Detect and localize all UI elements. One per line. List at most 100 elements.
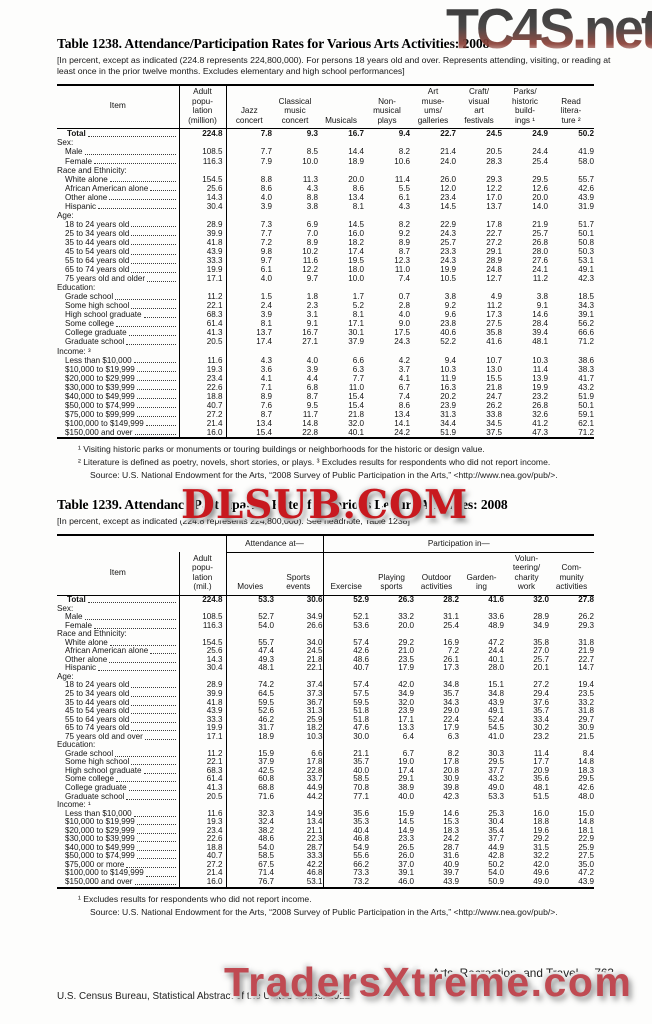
value-cell: 9.2 [398, 228, 410, 238]
item-row: Some college 61.4 60.8 33.7 58.5 29.1 30.9 43.2… [57, 775, 594, 784]
value-cell: 11.4 [532, 364, 548, 374]
row-label: 75 years old and older [57, 274, 179, 283]
value-cell: 9.4 [398, 129, 410, 139]
row-label-wrap: 65 to 74 years old [57, 724, 179, 733]
column-header: Exercise [322, 552, 369, 596]
value-cell: 58.0 [578, 156, 594, 166]
value-cell [318, 283, 364, 292]
value-cell: 24.3 [440, 228, 456, 238]
row-label-wrap: Income: ¹ [57, 801, 179, 810]
value-cell: 7.4 [398, 391, 410, 401]
value-cell: 52.1 [322, 612, 369, 622]
value-cell: 48.1 [225, 664, 274, 673]
row-label-text: 45 to 54 years old [65, 706, 130, 716]
item-row: $30,000 to $39,999 22.6 48.6 22.3 46.8 23.3 24… [57, 835, 594, 844]
row-label-wrap: $100,000 to $149,999 [57, 869, 179, 878]
row-label-text: Male [65, 612, 83, 622]
value-cell: 26.0 [440, 174, 456, 184]
column-header: Musicals [318, 85, 364, 130]
value-cell: 12.6 [532, 183, 548, 193]
value-cell: 6.7 [402, 748, 414, 758]
dot-leader [116, 781, 176, 783]
row-label-text: Hispanic [65, 663, 97, 673]
value-cell: 48.6 [322, 655, 369, 665]
row-label-wrap: $30,000 to $39,999 [57, 835, 179, 844]
value-cell: 30.4 [178, 201, 226, 211]
item-row: 65 to 74 years old 19.9 6.1 12.2 18.0 11.0 19.… [57, 265, 594, 275]
value-cell: 14.3 [178, 192, 226, 202]
column-header: Adult popu-lation (mil.) [178, 552, 226, 596]
row-label-text: College graduate [65, 782, 127, 792]
value-cell: 64.5 [225, 689, 274, 699]
value-cell: 39.7 [443, 868, 459, 878]
section-row: Race and Ethnicity: [57, 165, 594, 175]
row-label-wrap: African American alone [57, 184, 179, 193]
value-cell: 34.3 [578, 301, 594, 311]
section-row: Age: [57, 672, 594, 682]
value-cell: 71.4 [225, 869, 274, 878]
value-cell: 29.5 [532, 174, 548, 184]
value-cell: 11.6 [178, 355, 226, 365]
value-cell [410, 166, 456, 175]
row-label-text: Education: [57, 283, 96, 293]
dot-leader [136, 841, 176, 843]
value-cell: 68.8 [225, 783, 274, 793]
value-cell: 35.7 [322, 758, 369, 767]
value-cell: 15.9 [225, 749, 274, 759]
row-label-text: 55 to 64 years old [65, 256, 130, 266]
item-row: $150,000 and over 16.0 15.4 22.8 40.1 24.2 51.… [57, 427, 594, 438]
row-label-text: Other alone [65, 192, 108, 202]
value-cell: 14.5 [398, 817, 414, 827]
row-label: $30,000 to $39,999 [57, 383, 179, 392]
value-cell: 20.5 [178, 337, 226, 347]
row-label: African American alone [57, 647, 179, 656]
row-label-wrap: Other alone [57, 193, 179, 202]
dot-leader [131, 696, 176, 698]
value-cell: 15.1 [488, 680, 504, 690]
row-label-text: African American alone [65, 183, 149, 193]
row-label-wrap: Graduate school [57, 792, 179, 802]
row-label-text: College graduate [65, 328, 127, 338]
value-cell [548, 283, 594, 292]
table-body: Total 224.8 53.3 30.6 52.9 26.3 28.2 41.6 32.0 27… [57, 595, 595, 888]
value-cell: 6.8 [306, 382, 318, 392]
value-cell: 19.9 [178, 724, 226, 733]
value-cell: 41.8 [178, 237, 226, 247]
value-cell: 54.0 [225, 621, 274, 631]
dot-leader [98, 670, 176, 672]
value-cell: 13.4 [225, 418, 272, 428]
value-cell: 76.7 [225, 877, 274, 888]
value-cell: 48.0 [578, 791, 595, 801]
table-1238: Item Adult popu-lation (million) Jazz concert… [57, 84, 594, 439]
value-cell: 16.3 [440, 382, 456, 392]
row-label-text: Age: [57, 210, 74, 220]
value-cell: 11.9 [440, 373, 456, 383]
row-label-wrap: Some college [57, 319, 179, 328]
value-cell: 54.9 [322, 843, 369, 853]
value-cell: 34.3 [443, 697, 459, 707]
row-label-wrap: White alone [57, 638, 179, 648]
row-label: Education: [57, 283, 179, 292]
value-cell: 52.9 [322, 595, 369, 605]
dot-leader [131, 244, 176, 246]
value-cell: 34.8 [443, 680, 459, 690]
value-cell: 29.3 [578, 620, 595, 630]
table-body: Total 224.8 7.8 9.3 16.7 9.4 22.7 24.5 24.9 50.2 S… [57, 128, 594, 438]
value-cell: 43.2 [488, 774, 504, 784]
value-cell: 2.3 [306, 301, 318, 311]
value-cell: 62.1 [578, 418, 594, 428]
value-cell: 28.0 [488, 663, 504, 673]
value-cell: 42.0 [533, 859, 549, 869]
value-cell: 19.5 [348, 256, 364, 266]
row-label: Hispanic [57, 202, 179, 211]
row-label-text: 18 to 24 years old [65, 219, 130, 229]
row-label-text: 75 years old and older [65, 274, 146, 284]
value-cell: 27.2 [486, 237, 502, 247]
value-cell: 33.6 [488, 612, 504, 622]
value-cell: 13.7 [486, 201, 502, 211]
row-label: $150,000 and over [57, 877, 179, 888]
value-cell [178, 346, 226, 356]
dot-leader [131, 687, 176, 689]
value-cell: 28.3 [486, 156, 502, 166]
value-cell: 37.3 [306, 688, 323, 698]
